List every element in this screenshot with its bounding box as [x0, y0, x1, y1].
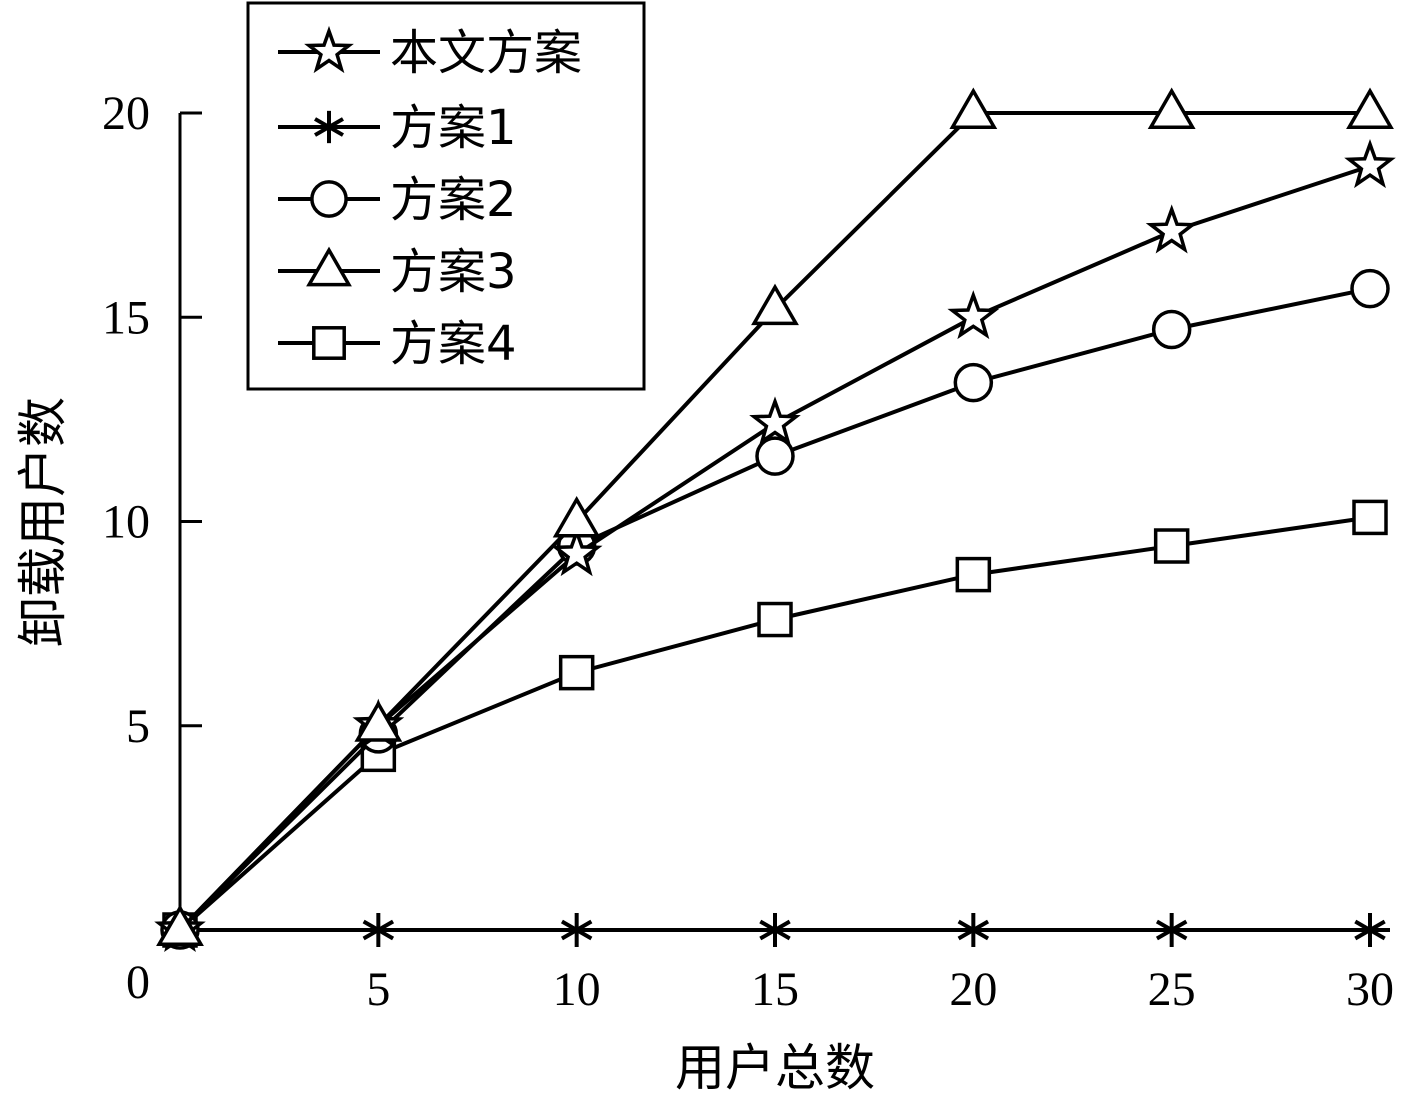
series-layer — [154, 87, 1396, 952]
series-line — [178, 515, 1371, 932]
y-axis-title: 卸载用户数 — [14, 397, 72, 647]
legend-entry: 本文方案 — [278, 25, 582, 81]
data-point-circle — [755, 436, 795, 476]
legend-label: 方案1 — [390, 100, 517, 156]
axes: 0 5 10 15 20 5 10 15 20 25 30 — [102, 87, 1394, 1016]
x-tick-label: 30 — [1346, 963, 1394, 1016]
legend-label: 方案3 — [390, 244, 517, 300]
legend-marker-asterisk — [314, 110, 344, 144]
data-point-triangle — [949, 87, 998, 130]
data-point-triangle — [156, 904, 204, 947]
legend-entry: 方案2 — [278, 172, 517, 228]
legend-marker-circle — [310, 180, 348, 218]
data-point-triangle — [552, 495, 601, 538]
data-point-asterisk — [957, 913, 990, 947]
x-tick-label: 10 — [553, 963, 601, 1016]
y-tick-label: 20 — [102, 87, 150, 140]
series-asterisk — [164, 913, 1390, 947]
data-point-square — [558, 654, 595, 691]
legend-label: 本文方案 — [390, 25, 582, 81]
data-point-square — [1352, 499, 1388, 536]
data-point-triangle — [1147, 87, 1196, 130]
x-tick-label: 15 — [751, 963, 799, 1016]
data-point-asterisk — [759, 913, 791, 947]
data-point-square — [1153, 528, 1190, 564]
data-point-asterisk — [362, 913, 395, 947]
data-point-triangle — [1346, 87, 1394, 130]
data-point-circle — [953, 362, 994, 403]
data-point-square — [757, 601, 793, 638]
legend-label: 方案2 — [390, 172, 517, 228]
legend-marker-triangle — [306, 246, 352, 287]
y-tick-label: 5 — [126, 700, 150, 753]
data-point-square — [955, 556, 992, 593]
legend-entry: 方案1 — [278, 100, 517, 156]
legend-label: 方案4 — [390, 316, 517, 372]
legend-entry: 方案3 — [278, 244, 517, 300]
data-point-asterisk — [1354, 913, 1386, 947]
x-tick-label: 20 — [949, 963, 997, 1016]
data-point-circle — [1151, 309, 1192, 350]
y-tick-label: 10 — [102, 496, 150, 549]
x-axis-title: 用户总数 — [675, 1039, 875, 1097]
data-point-triangle — [751, 283, 799, 326]
x-tick-label: 25 — [1148, 963, 1196, 1016]
data-point-star — [1344, 138, 1396, 189]
data-point-triangle — [354, 700, 403, 742]
data-point-star — [550, 527, 603, 577]
data-point-star — [947, 290, 1000, 340]
y-tick-label: 15 — [102, 291, 150, 344]
data-point-star — [1145, 204, 1198, 254]
data-point-circle — [1350, 268, 1390, 309]
x-tick-label: 5 — [366, 963, 390, 1016]
series-triangle — [156, 87, 1394, 947]
data-point-asterisk — [1155, 913, 1188, 947]
data-point-asterisk — [560, 913, 593, 947]
data-point-star — [749, 396, 801, 446]
legend-marker-star — [304, 25, 354, 74]
y-tick-label: 0 — [126, 956, 150, 1009]
legend-marker-square — [312, 326, 346, 360]
legend-entry: 方案4 — [278, 316, 517, 372]
series-square — [162, 499, 1388, 948]
